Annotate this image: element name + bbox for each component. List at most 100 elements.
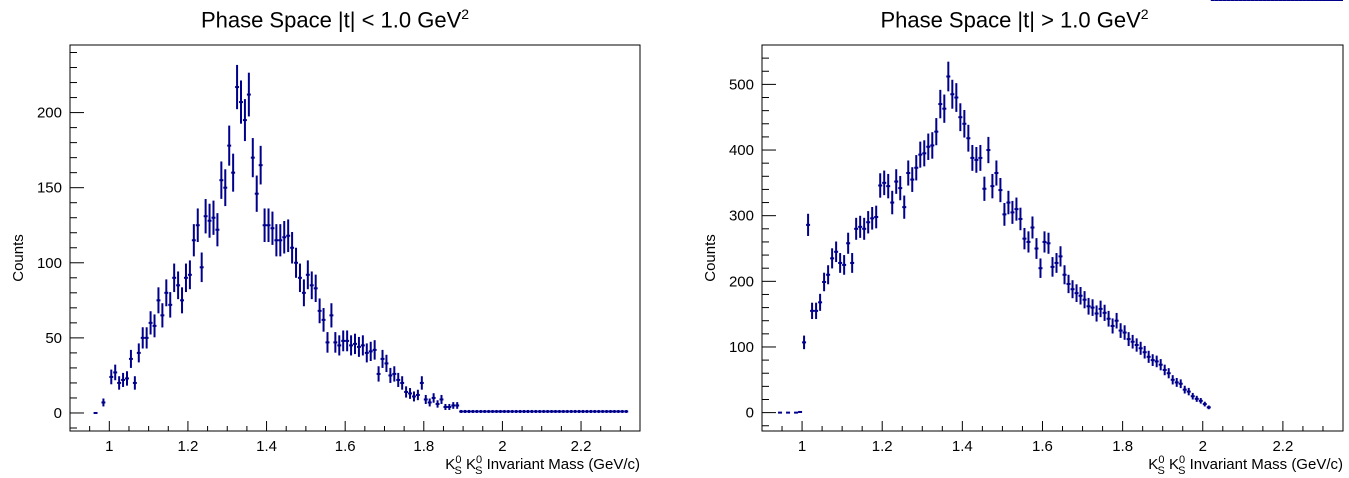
data-point xyxy=(878,173,883,198)
x-axis-label-part: S xyxy=(454,465,461,477)
data-point xyxy=(834,241,839,263)
data-point xyxy=(148,311,153,335)
x-axis-label-part: 0 xyxy=(476,454,482,466)
y-tick-label: 500 xyxy=(729,76,754,93)
data-point xyxy=(1002,202,1007,226)
data-point xyxy=(290,232,295,264)
x-axis-label-part: Invariant Mass (GeV/c) xyxy=(487,456,640,473)
data-point xyxy=(321,308,326,332)
data-point xyxy=(211,200,216,235)
data-point xyxy=(117,376,122,390)
data-point xyxy=(529,409,534,413)
x-axis-label: K0 S K0 S Invariant Mass (GeV/c) xyxy=(1148,454,1343,477)
data-point xyxy=(451,402,456,409)
x-tick-label: 1.6 xyxy=(335,438,356,455)
data-point xyxy=(942,94,947,123)
data-point xyxy=(806,213,811,236)
data-point xyxy=(1174,377,1179,387)
data-point xyxy=(1026,231,1031,253)
data-point xyxy=(814,302,819,320)
data-point xyxy=(309,271,314,300)
x-tick-label: 1.2 xyxy=(178,438,199,455)
data-point xyxy=(616,409,621,413)
data-point xyxy=(1178,379,1183,389)
data-point xyxy=(392,366,397,382)
x-axis-label: K0 S K0 S Invariant Mass (GeV/c) xyxy=(445,454,640,477)
x-axis-label-part: S xyxy=(1157,465,1164,477)
data-point xyxy=(467,409,471,413)
data-point xyxy=(235,64,240,110)
data-point xyxy=(1158,359,1163,371)
data-point xyxy=(842,255,847,275)
data-point xyxy=(486,409,491,413)
x-axis-label-part: K xyxy=(466,456,476,473)
data-point xyxy=(286,219,291,253)
data-point xyxy=(970,144,975,171)
data-point xyxy=(266,208,271,243)
data-point xyxy=(455,402,460,409)
data-point xyxy=(1198,398,1203,404)
y-tick-label: 200 xyxy=(37,105,62,122)
data-point xyxy=(203,199,208,234)
data-point xyxy=(798,410,803,413)
data-point xyxy=(1186,387,1191,396)
data-point xyxy=(1050,257,1055,277)
data-point xyxy=(498,409,503,413)
data-point xyxy=(180,287,184,314)
data-point xyxy=(541,409,546,413)
data-point xyxy=(474,409,479,413)
data-point xyxy=(533,409,538,413)
data-point xyxy=(101,398,106,407)
data-point xyxy=(1138,341,1143,355)
data-point xyxy=(910,167,915,192)
data-point xyxy=(313,274,318,302)
data-point xyxy=(1022,227,1027,250)
data-point xyxy=(121,372,126,387)
data-point xyxy=(1166,368,1171,379)
data-point xyxy=(898,175,903,201)
data-point xyxy=(478,409,483,413)
y-tick-label: 100 xyxy=(37,255,62,272)
data-point xyxy=(930,132,935,159)
data-point xyxy=(1086,297,1091,315)
data-point xyxy=(994,160,999,186)
x-tick-label: 2.2 xyxy=(1272,438,1293,455)
data-point xyxy=(1082,291,1087,309)
data-point xyxy=(962,110,967,138)
x-tick-label: 2.2 xyxy=(571,438,592,455)
data-point xyxy=(294,247,298,278)
data-point xyxy=(514,409,519,413)
data-point xyxy=(577,409,582,413)
data-point xyxy=(882,170,887,196)
data-point xyxy=(922,140,927,167)
data-point xyxy=(1074,284,1079,302)
data-point xyxy=(537,409,542,413)
data-point xyxy=(569,409,574,413)
data-point xyxy=(337,335,342,356)
data-point xyxy=(396,372,401,387)
data-point xyxy=(604,409,609,413)
data-point xyxy=(886,173,891,199)
y-tick-label: 0 xyxy=(54,405,62,422)
data-point xyxy=(974,147,979,173)
data-point xyxy=(620,409,625,413)
data-point xyxy=(526,409,530,413)
data-point xyxy=(565,409,570,413)
y-tick-label: 50 xyxy=(45,330,62,347)
chart-panel-right: Phase Space |t| > 1.0 GeV2 1 1.2 1.4 1.6 1.8… xyxy=(680,0,1349,478)
data-point xyxy=(187,260,192,290)
data-point xyxy=(958,103,963,132)
data-point xyxy=(1062,265,1067,285)
data-point xyxy=(172,263,177,293)
data-point xyxy=(301,279,306,307)
data-point xyxy=(136,343,141,363)
data-point xyxy=(333,332,338,353)
data-point xyxy=(1118,323,1123,338)
data-point xyxy=(219,161,224,199)
data-point xyxy=(349,335,354,356)
x-axis-label-part: K xyxy=(445,456,455,473)
x-tick-label: 1.8 xyxy=(1112,438,1133,455)
x-axis-label-part: K xyxy=(1148,456,1158,473)
data-point xyxy=(802,335,807,350)
